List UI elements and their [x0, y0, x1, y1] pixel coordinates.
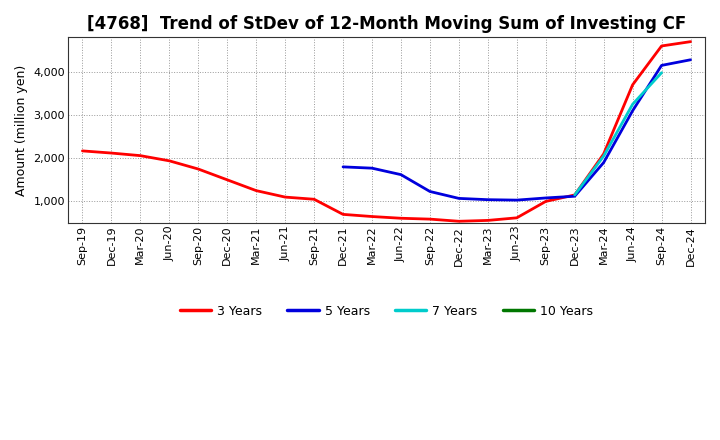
5 Years — [513, 198, 521, 203]
3 Years — [686, 39, 695, 44]
5 Years — [426, 189, 434, 194]
3 Years — [657, 43, 666, 48]
3 Years — [310, 197, 318, 202]
5 Years — [629, 108, 637, 114]
3 Years — [397, 216, 405, 221]
Line: 3 Years: 3 Years — [82, 42, 690, 221]
5 Years — [338, 164, 347, 169]
5 Years — [454, 196, 463, 201]
3 Years — [513, 215, 521, 220]
5 Years — [570, 194, 579, 199]
5 Years — [541, 195, 550, 201]
7 Years — [599, 154, 608, 159]
Title: [4768]  Trend of StDev of 12-Month Moving Sum of Investing CF: [4768] Trend of StDev of 12-Month Moving… — [87, 15, 686, 33]
3 Years — [136, 153, 145, 158]
7 Years — [570, 192, 579, 198]
3 Years — [78, 148, 86, 154]
3 Years — [107, 150, 116, 156]
3 Years — [484, 218, 492, 223]
3 Years — [599, 151, 608, 157]
Y-axis label: Amount (million yen): Amount (million yen) — [15, 65, 28, 196]
3 Years — [454, 219, 463, 224]
5 Years — [599, 160, 608, 165]
3 Years — [426, 216, 434, 222]
5 Years — [686, 57, 695, 62]
3 Years — [338, 212, 347, 217]
3 Years — [541, 199, 550, 204]
3 Years — [194, 166, 202, 172]
5 Years — [368, 165, 377, 171]
3 Years — [252, 188, 261, 193]
3 Years — [165, 158, 174, 164]
5 Years — [484, 197, 492, 202]
3 Years — [368, 214, 377, 219]
5 Years — [397, 172, 405, 177]
3 Years — [629, 82, 637, 88]
Legend: 3 Years, 5 Years, 7 Years, 10 Years: 3 Years, 5 Years, 7 Years, 10 Years — [175, 300, 598, 323]
3 Years — [570, 192, 579, 198]
7 Years — [629, 102, 637, 107]
7 Years — [657, 70, 666, 75]
5 Years — [657, 63, 666, 68]
Line: 5 Years: 5 Years — [343, 60, 690, 200]
Line: 7 Years: 7 Years — [575, 73, 662, 195]
3 Years — [281, 194, 289, 200]
3 Years — [223, 177, 232, 183]
